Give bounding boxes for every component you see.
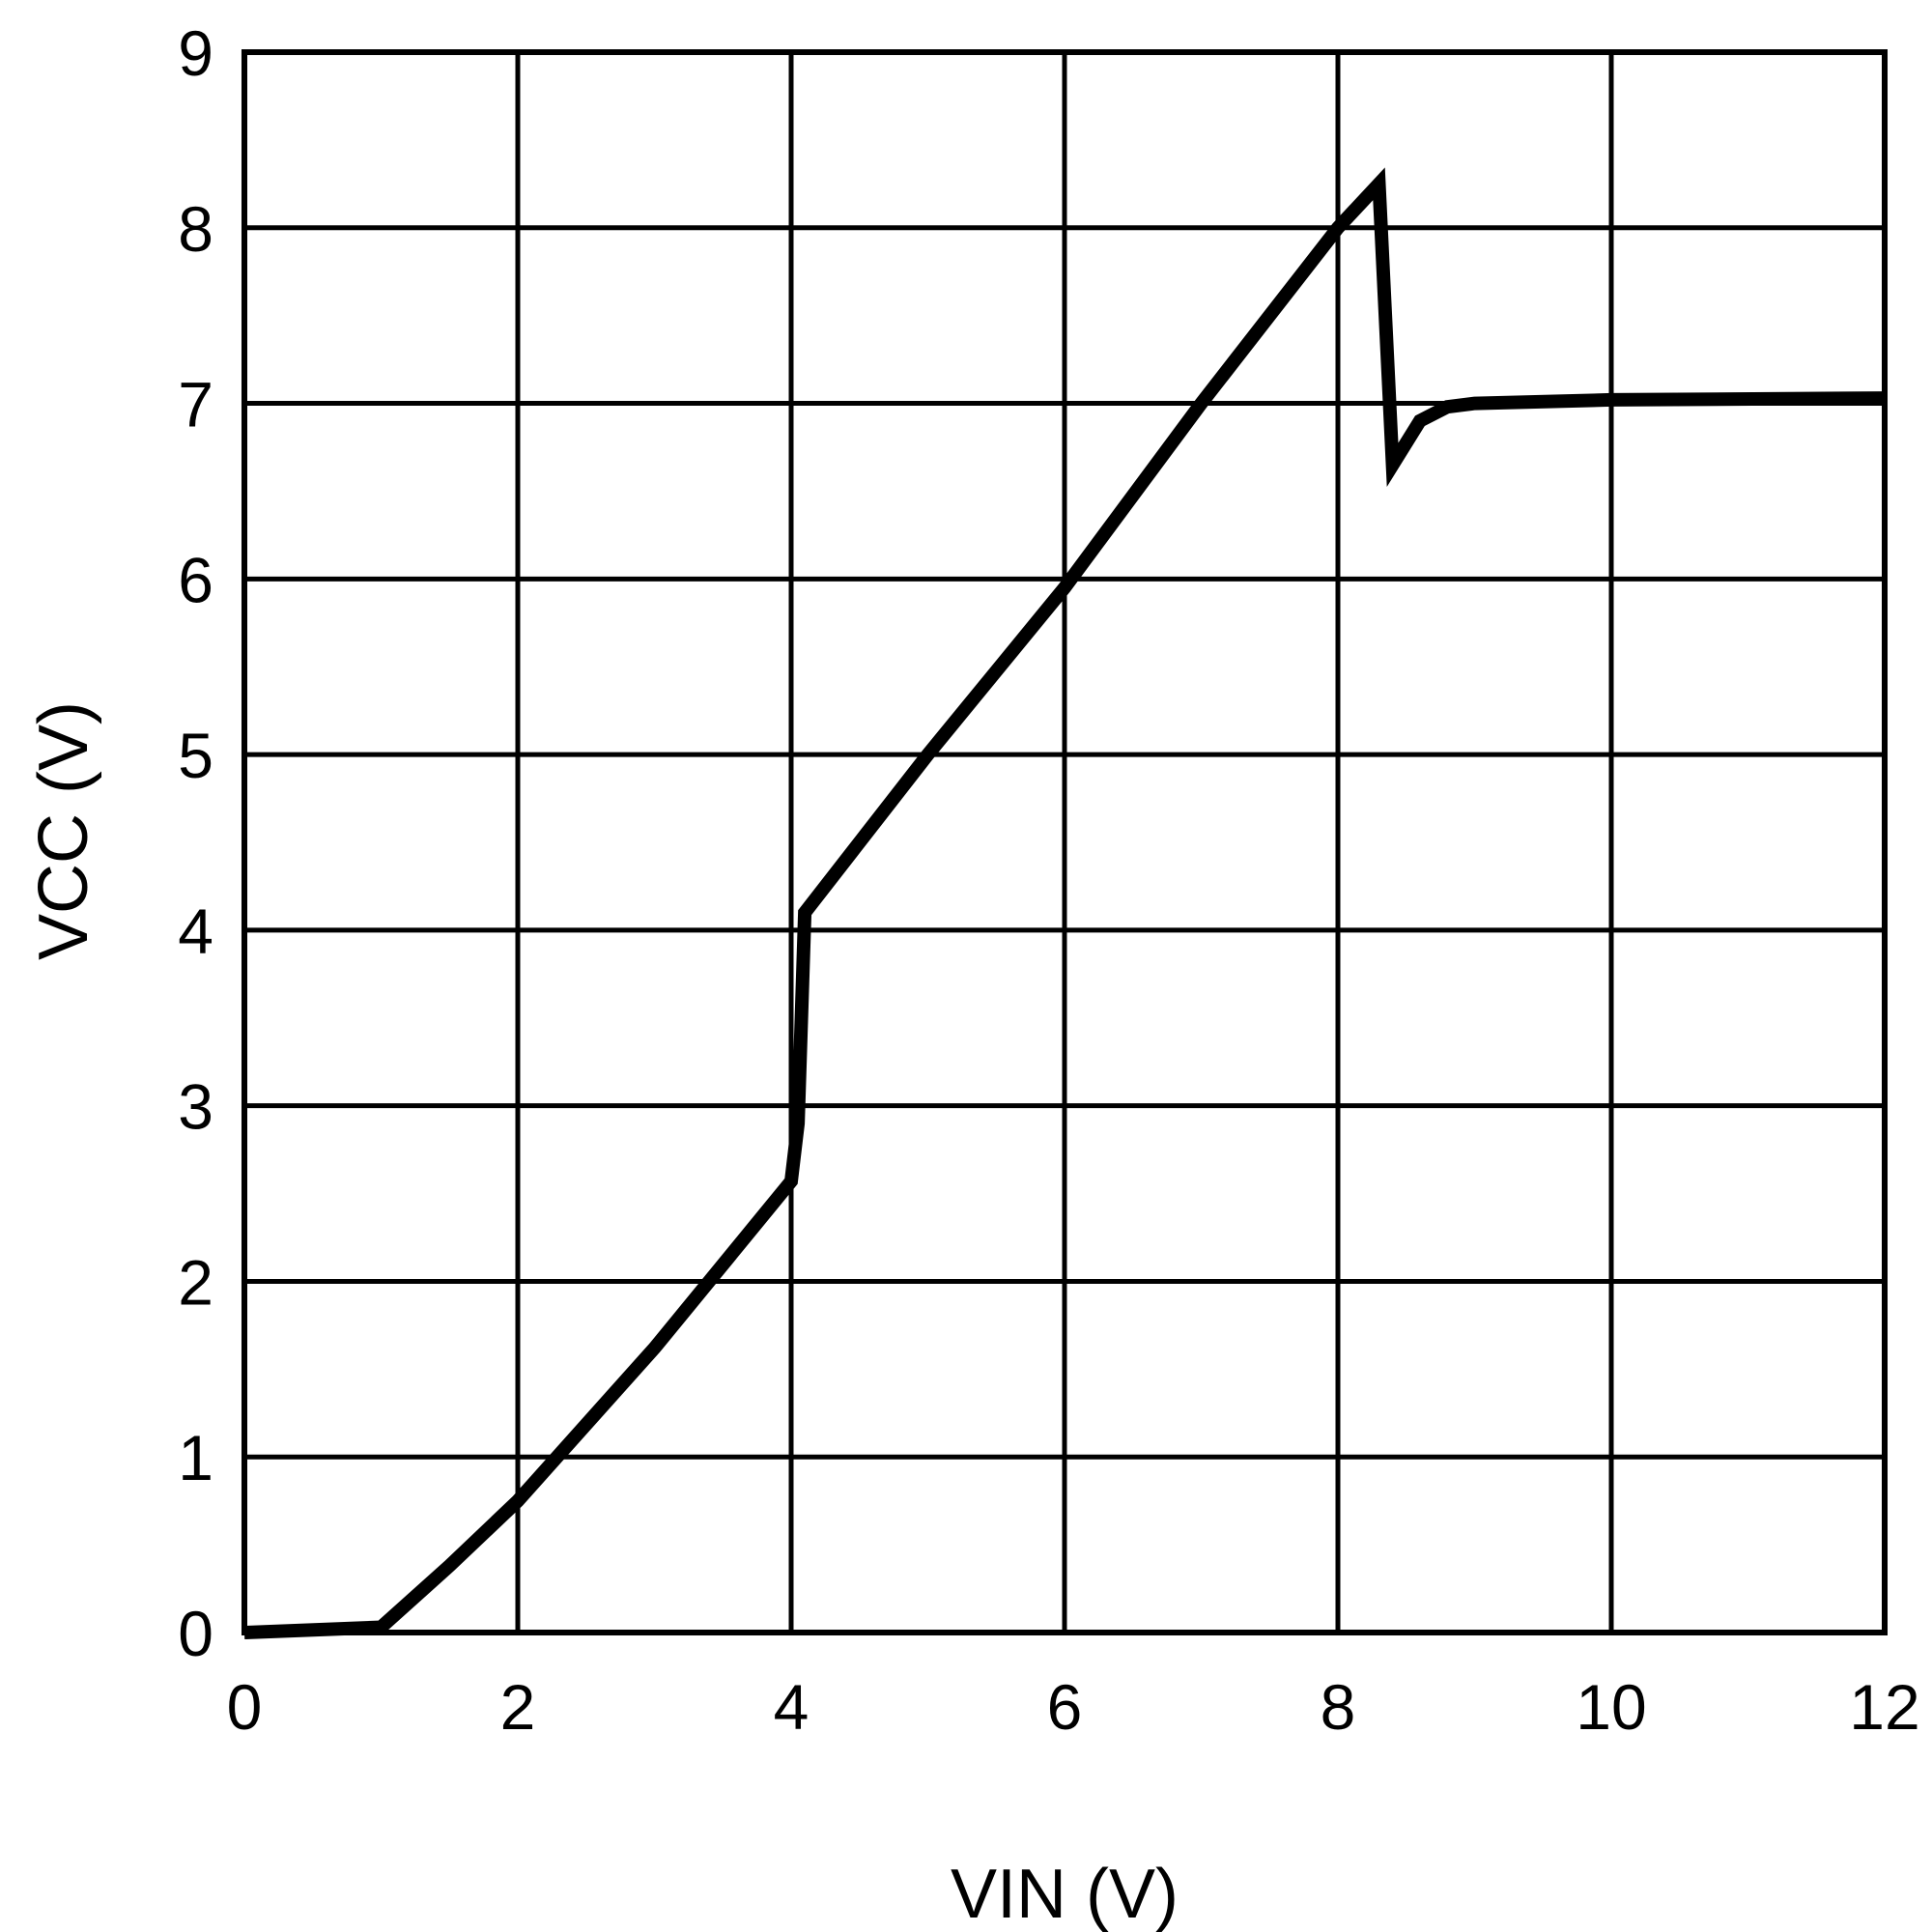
x-tick-label: 12 (1849, 1671, 1919, 1743)
x-tick-label: 0 (227, 1671, 263, 1743)
y-tick-label: 0 (178, 1598, 213, 1669)
y-tick-label: 7 (178, 369, 213, 440)
y-tick-label: 5 (178, 720, 213, 791)
grid-lines (242, 49, 1888, 1635)
x-axis-ticks: 0 2 4 6 8 10 12 (227, 1671, 1920, 1743)
y-tick-label: 8 (178, 193, 213, 265)
y-tick-label: 4 (178, 895, 213, 967)
y-tick-label: 6 (178, 544, 213, 615)
x-tick-label: 10 (1576, 1671, 1646, 1743)
vcc-series-line (243, 167, 1886, 1639)
y-tick-label: 3 (178, 1071, 213, 1143)
x-tick-label: 8 (1321, 1671, 1356, 1743)
y-axis-label: VCC (V) (25, 701, 102, 960)
x-axis-label: VIN (V) (951, 1856, 1179, 1932)
y-tick-label: 1 (178, 1422, 213, 1493)
y-tick-label: 2 (178, 1246, 213, 1318)
plot-frame (242, 49, 1888, 1635)
x-tick-label: 2 (500, 1671, 536, 1743)
y-tick-label: 9 (178, 17, 213, 89)
x-tick-label: 6 (1047, 1671, 1083, 1743)
x-tick-label: 4 (774, 1671, 810, 1743)
y-axis-ticks: 0 1 2 3 4 5 6 7 8 9 (178, 17, 213, 1669)
